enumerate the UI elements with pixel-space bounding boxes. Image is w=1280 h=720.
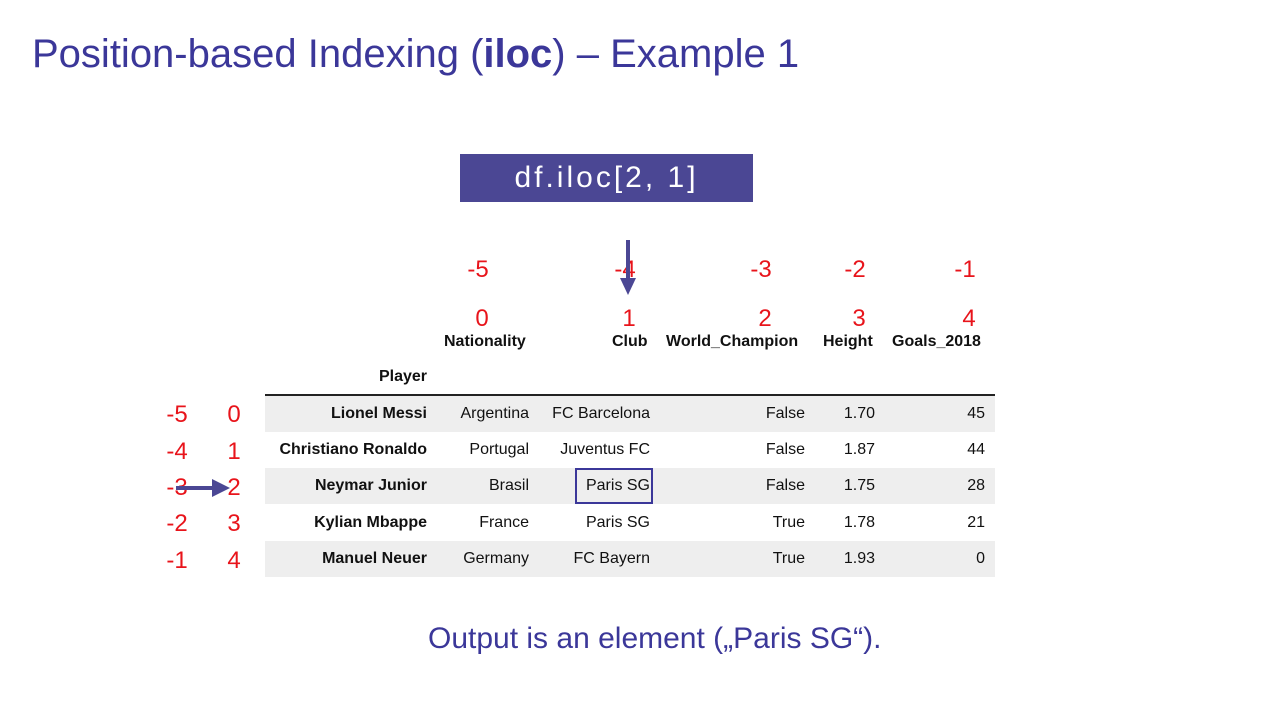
cell-world-champion: False: [765, 441, 805, 458]
row-pos-index: 4: [227, 547, 241, 574]
title-suffix: ) – Example 1: [552, 32, 800, 76]
title-prefix: Position-based Indexing (: [32, 32, 484, 76]
arrow-down-icon: [620, 240, 636, 295]
cell-player: Christiano Ronaldo: [279, 441, 427, 458]
cell-club: Paris SG: [585, 477, 650, 494]
cell-height: 1.87: [843, 441, 875, 458]
cell-player: Manuel Neuer: [322, 550, 427, 567]
cell-goals: 0: [976, 550, 985, 567]
column-header-club: Club: [612, 333, 648, 350]
slide-title: Position-based Indexing (iloc) – Example…: [32, 32, 799, 77]
table-row: Christiano Ronaldo Portugal Juventus FC …: [265, 432, 995, 468]
cell-height: 1.78: [843, 514, 875, 531]
cell-height: 1.93: [843, 550, 875, 567]
cell-goals: 21: [967, 514, 985, 531]
cell-world-champion: False: [765, 405, 805, 422]
cell-world-champion: True: [772, 514, 805, 531]
col-pos-index: 4: [962, 305, 976, 332]
row-pos-index: 3: [227, 510, 241, 537]
row-neg-index: -5: [166, 401, 188, 428]
cell-nationality: Portugal: [469, 441, 529, 458]
row-pos-index: 1: [227, 438, 241, 465]
selected-cell-highlight: [575, 468, 653, 504]
col-pos-index: 3: [852, 305, 866, 332]
index-name-header: Player: [378, 368, 427, 385]
col-pos-index: 2: [758, 305, 772, 332]
row-neg-index: -1: [166, 547, 188, 574]
cell-goals: 28: [967, 477, 985, 494]
table-row: Neymar Junior Brasil Paris SG False 1.75…: [265, 468, 995, 504]
output-caption: Output is an element („Paris SG“).: [428, 622, 882, 655]
col-neg-index: -5: [467, 256, 489, 283]
column-header-height: Height: [823, 333, 873, 350]
cell-nationality: Germany: [463, 550, 529, 567]
col-neg-index: -1: [954, 256, 976, 283]
column-header-nationality: Nationality: [444, 333, 526, 350]
cell-height: 1.75: [843, 477, 875, 494]
cell-world-champion: False: [765, 477, 805, 494]
cell-nationality: France: [479, 514, 529, 531]
table-row: Manuel Neuer Germany FC Bayern True 1.93…: [265, 541, 995, 577]
cell-club: Paris SG: [585, 514, 650, 531]
cell-nationality: Argentina: [460, 405, 530, 422]
column-header-world-champion: World_Champion: [666, 333, 799, 350]
cell-player: Lionel Messi: [330, 405, 427, 422]
title-bold: iloc: [483, 32, 553, 76]
col-pos-index: 1: [622, 305, 636, 332]
cell-height: 1.70: [843, 405, 875, 422]
row-pos-index: 2: [227, 474, 241, 501]
cell-goals: 45: [967, 405, 985, 422]
col-pos-index: 0: [475, 305, 489, 332]
column-header-goals: Goals_2018: [892, 333, 981, 350]
code-text: df.iloc[2, 1]: [514, 161, 699, 194]
row-neg-index: -4: [166, 438, 188, 465]
header-rule: [265, 394, 995, 396]
table-row: Lionel Messi Argentina FC Barcelona Fals…: [265, 396, 995, 432]
arrow-right-icon: [176, 479, 230, 497]
col-neg-index: -4: [614, 256, 636, 283]
row-neg-index: -2: [166, 510, 188, 537]
col-neg-index: -3: [750, 256, 772, 283]
cell-player: Kylian Mbappe: [314, 514, 427, 531]
code-box: df.iloc[2, 1]: [460, 154, 753, 202]
cell-player: Neymar Junior: [314, 477, 427, 494]
cell-club: FC Bayern: [573, 550, 650, 567]
col-neg-index: -2: [844, 256, 866, 283]
cell-club: Juventus FC: [560, 441, 650, 458]
cell-goals: 44: [967, 441, 985, 458]
cell-world-champion: True: [772, 550, 805, 567]
cell-nationality: Brasil: [488, 477, 529, 494]
cell-club: FC Barcelona: [552, 405, 650, 422]
table-row: Kylian Mbappe France Paris SG True 1.78 …: [265, 505, 995, 541]
row-pos-index: 0: [227, 401, 241, 428]
